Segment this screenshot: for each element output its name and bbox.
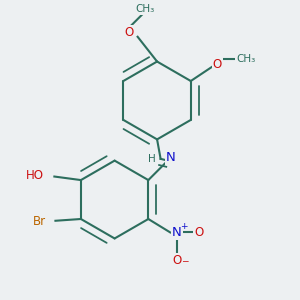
Text: +: + [180,222,188,231]
Text: −: − [181,256,188,265]
Text: HO: HO [26,169,44,182]
Text: O: O [194,226,203,239]
Text: Br: Br [32,214,46,228]
Text: CH₃: CH₃ [135,4,154,14]
Text: H: H [148,154,156,164]
Text: N: N [166,151,176,164]
Text: O: O [124,26,134,39]
Text: O: O [172,254,181,267]
Text: CH₃: CH₃ [236,54,255,64]
Text: N: N [172,226,182,239]
Text: O: O [213,58,222,70]
